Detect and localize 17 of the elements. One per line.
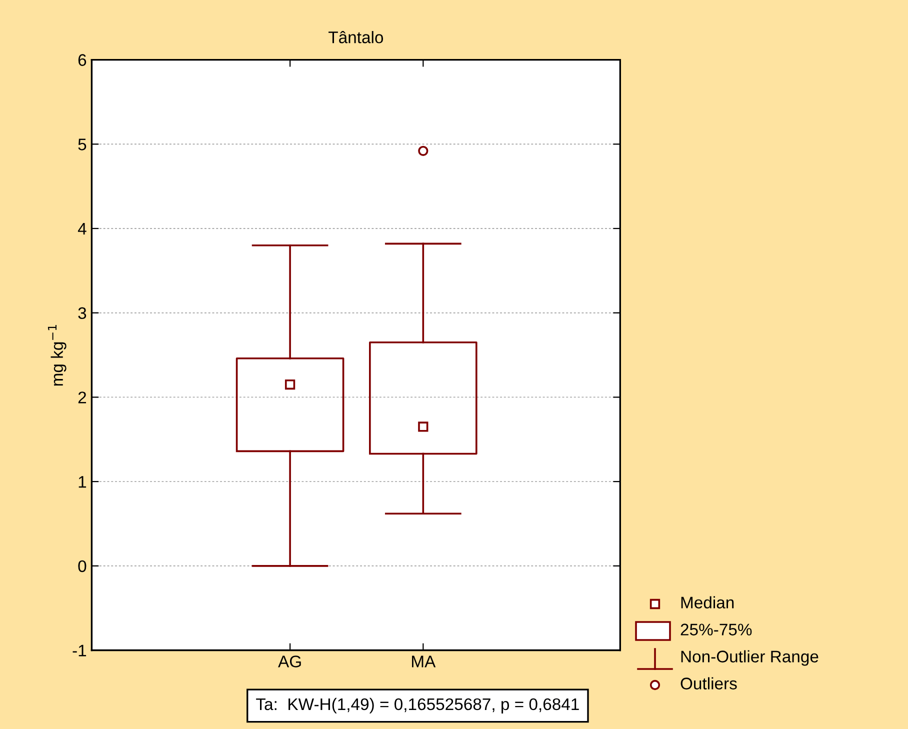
y-tick-label: 2 [78,392,86,404]
y-tick-label: 0 [78,560,86,572]
text: Outliers [680,677,737,690]
y-tick-label: 5 [78,138,86,150]
text: Median [681,596,734,608]
y-axis-title: mg kg$^{−1}$ [48,325,66,386]
text: Non-Outlier Range [681,650,818,666]
y-tick-label: 4 [78,223,86,235]
y-tick-label: 3 [78,307,86,320]
text: Ta: KW-H(1,49) = 0,165525687, p = 0,6841 [256,698,579,714]
y-tick-label: -1 [72,644,86,656]
text: 25%-75% [680,624,752,636]
chart-title: Tântalo [328,30,384,44]
y-tick-label: 1 [78,476,86,488]
y-tick-label: 6 [78,54,86,66]
x-tick-label: AG [278,656,301,668]
x-tick-label: MA [412,656,436,668]
